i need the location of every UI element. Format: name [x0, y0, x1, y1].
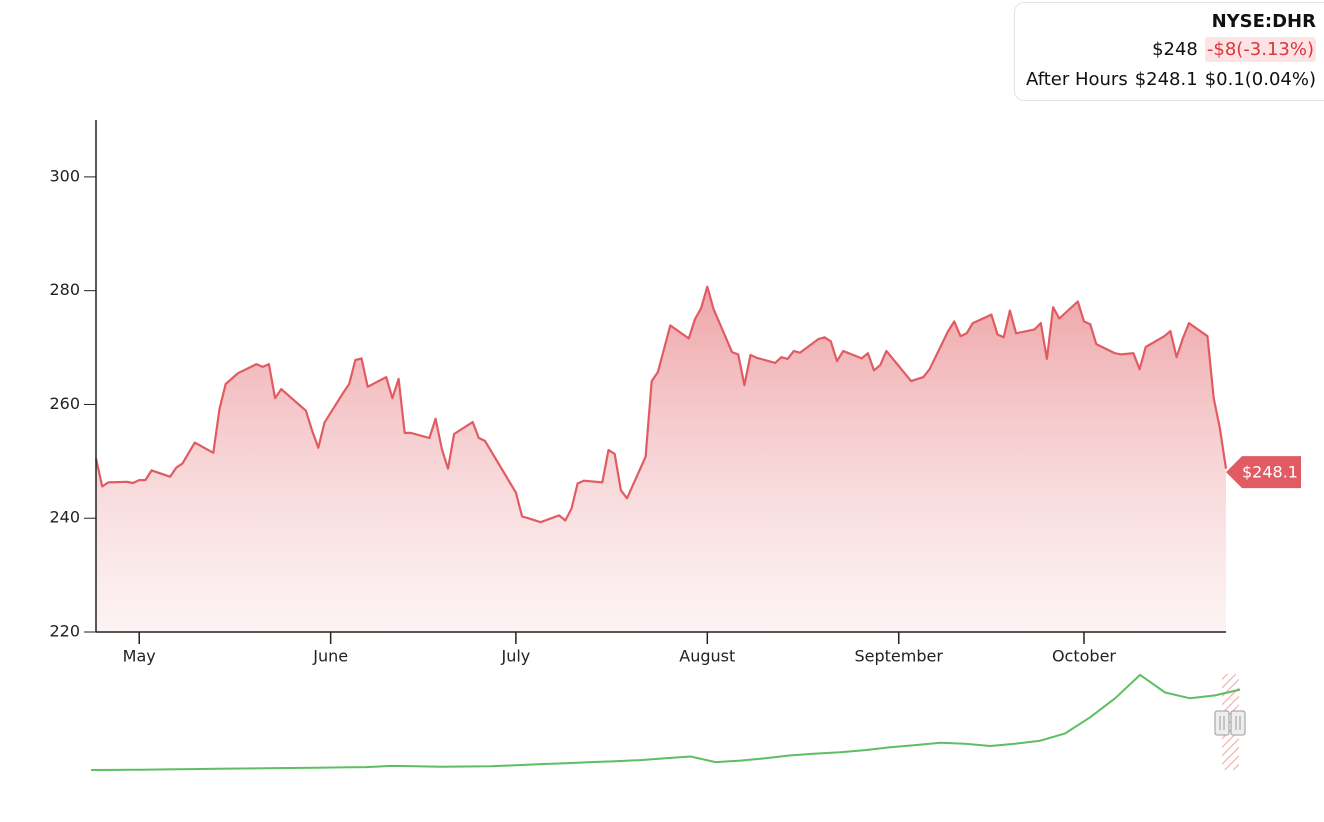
navigator-line [90, 673, 1241, 771]
x-tick-label: August [679, 647, 735, 666]
price-tag [1226, 456, 1301, 489]
x-tick-label: June [312, 647, 348, 666]
y-tick-label: 220 [49, 622, 80, 641]
change: -$8(-3.13%) [1204, 37, 1316, 62]
quote-box: NYSE:DHR $248 -$8(-3.13%) After Hours $2… [1014, 2, 1324, 101]
price: $248 [1152, 39, 1198, 60]
after-hours-price: $248.1 [1134, 69, 1198, 90]
y-tick-label: 260 [49, 394, 80, 413]
line [94, 285, 1228, 524]
after-hours-label: After Hours [1026, 69, 1128, 90]
x-tick-label: October [1052, 647, 1116, 666]
x-tick-label: May [123, 647, 156, 666]
price-tag-label: $248.1 [1242, 463, 1298, 482]
x-tick-label: September [855, 647, 944, 666]
x-tick-label: July [501, 647, 531, 666]
y-tick-label: 280 [49, 280, 80, 299]
y-tick-label: 300 [49, 166, 80, 185]
area [96, 286, 1226, 632]
navigator-handle [1214, 710, 1230, 736]
quote-row: NYSE:DHR [1212, 11, 1316, 32]
quote-row: $248 -$8(-3.13%) [1152, 37, 1316, 62]
quote-row: After Hours $248.1 $0.1(0.04%) [1026, 69, 1316, 90]
after-hours-change: $0.1(0.04%) [1204, 69, 1316, 90]
symbol: NYSE:DHR [1211, 11, 1316, 32]
navigator-handle [1230, 710, 1246, 736]
y-tick-label: 240 [49, 508, 80, 527]
